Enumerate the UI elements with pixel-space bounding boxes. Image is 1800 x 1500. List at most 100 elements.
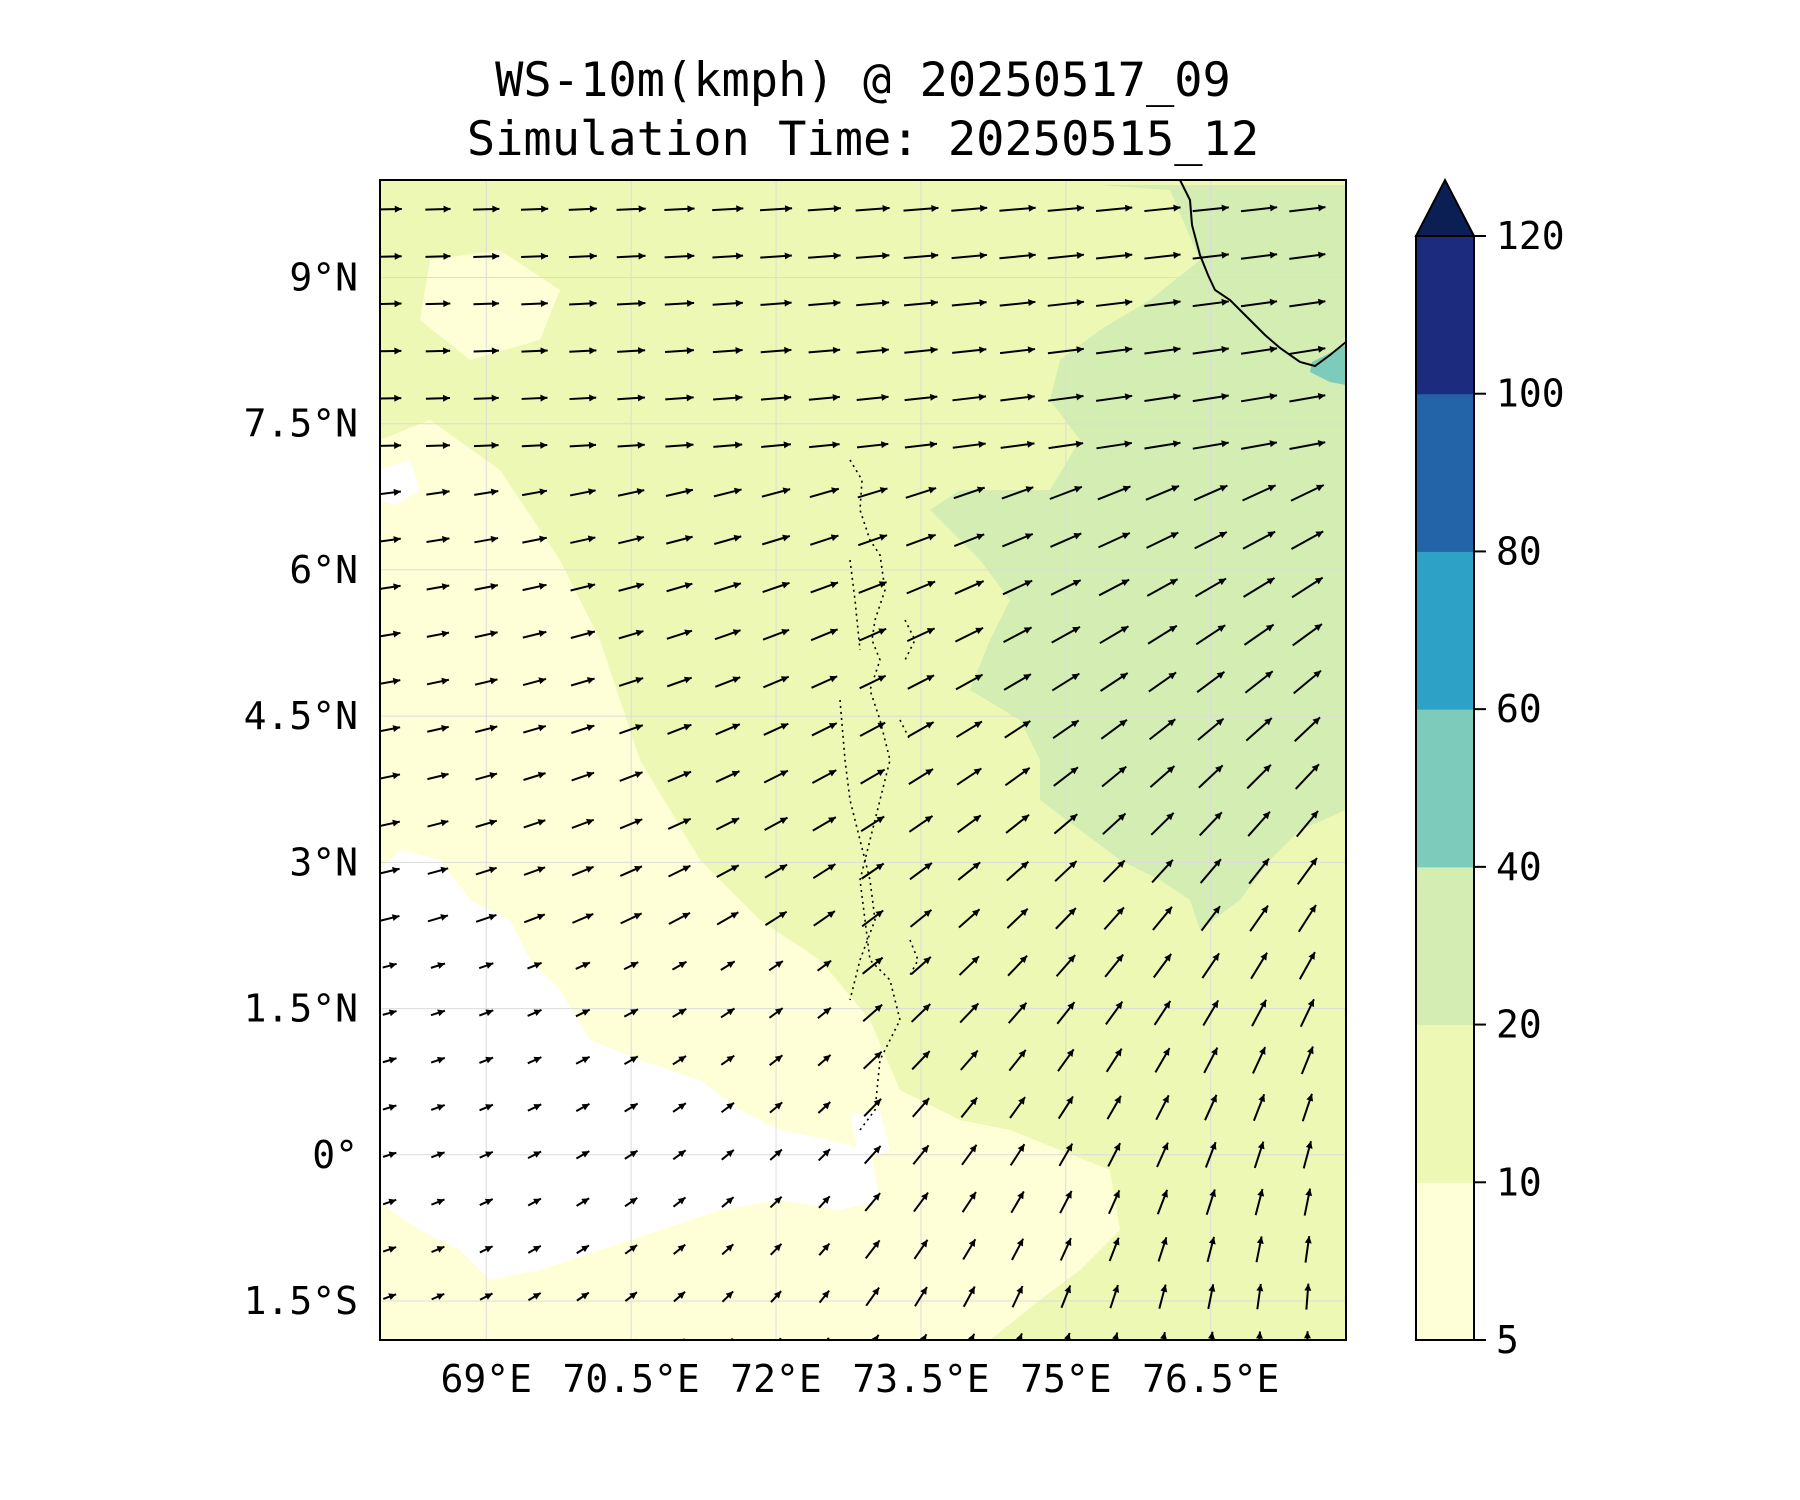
wind-arrow (426, 724, 449, 733)
wind-arrow (952, 440, 986, 449)
wind-arrow (479, 1103, 494, 1112)
wind-arrow (521, 488, 548, 497)
wind-arrow (953, 533, 985, 547)
wind-arrow (817, 1006, 832, 1019)
wind-arrow (1095, 393, 1133, 402)
wind-arrow (1064, 1332, 1071, 1340)
wind-arrow (1050, 532, 1082, 548)
wind-arrow (713, 487, 742, 498)
wind-arrow (617, 441, 645, 449)
wind-arrow (473, 205, 500, 213)
wind-arrow (668, 911, 691, 925)
wind-arrow (425, 205, 451, 213)
wind-arrow (858, 627, 887, 642)
wind-arrow (666, 535, 693, 545)
lat-tick-label: 7.5°N (244, 402, 358, 446)
wind-arrow (620, 912, 643, 925)
wind-arrow (380, 914, 400, 922)
wind-arrow (811, 769, 837, 784)
wind-arrow (667, 817, 692, 830)
wind-arrow (380, 725, 401, 733)
wind-arrow (426, 583, 450, 591)
colorbar-extend-arrow (1414, 177, 1476, 237)
wind-arrow (673, 1291, 686, 1303)
wind-arrow (857, 487, 888, 499)
wind-arrow (1304, 1235, 1312, 1263)
wind-arrow (624, 1149, 639, 1160)
wind-arrow (907, 721, 935, 738)
colorbar-label: 60 (1496, 687, 1542, 731)
wind-arrow (1208, 1331, 1215, 1340)
wind-arrow (911, 1050, 931, 1071)
wind-arrow (857, 534, 888, 547)
wind-arrow (1156, 1142, 1169, 1168)
wind-arrow (999, 346, 1036, 355)
wind-arrow (715, 723, 741, 736)
wind-arrow (1144, 298, 1181, 308)
wind-arrow (619, 818, 643, 830)
wind-arrow (721, 1243, 735, 1256)
wind-arrow (1100, 718, 1128, 740)
wind-arrow (1009, 1143, 1026, 1166)
wind-arrow (861, 909, 884, 928)
wind-arrow (1098, 578, 1130, 597)
wind-arrow (855, 252, 890, 260)
wind-arrow (1051, 625, 1081, 644)
wind-arrow (431, 1292, 445, 1301)
wind-arrow (957, 861, 981, 881)
wind-arrow (811, 722, 838, 737)
wind-arrow (1240, 298, 1278, 308)
wind-arrow (1246, 764, 1272, 790)
wind-arrow (864, 1239, 881, 1259)
wind-arrow (768, 1007, 784, 1019)
wind-arrow (1192, 440, 1229, 450)
wind-arrow (1004, 720, 1031, 739)
wind-arrow (1192, 251, 1229, 260)
wind-arrow (818, 1242, 831, 1256)
wind-arrow (913, 1191, 929, 1213)
wind-arrow (664, 252, 695, 260)
wind-arrow (1051, 672, 1080, 692)
wind-arrow (1192, 346, 1229, 355)
wind-arrow (521, 394, 548, 402)
wind-arrow (430, 962, 446, 969)
wind-arrow (575, 1103, 590, 1112)
wind-arrow (478, 1009, 494, 1017)
wind-arrow (1150, 812, 1175, 836)
wind-arrow (769, 1054, 784, 1067)
wind-arrow (812, 816, 837, 832)
wind-arrow (714, 676, 741, 688)
wind-arrow (382, 1056, 397, 1064)
wind-arrow (571, 771, 595, 782)
wind-arrow (761, 441, 791, 449)
wind-arrow (672, 1055, 687, 1066)
wind-arrow (810, 628, 839, 642)
wind-arrow (1003, 626, 1033, 644)
colorbar-label: 40 (1496, 845, 1542, 889)
wind-arrow (1243, 623, 1275, 646)
wind-arrow (863, 1098, 882, 1117)
wind-arrow (1145, 485, 1180, 501)
wind-arrow (380, 536, 401, 544)
wind-arrow (809, 487, 840, 499)
wind-arrow (616, 299, 646, 307)
wind-arrow (818, 1195, 831, 1209)
wind-arrow (618, 676, 644, 687)
wind-arrow (1204, 1141, 1217, 1168)
wind-arrow (618, 629, 644, 640)
wind-arrow (967, 1333, 976, 1340)
wind-arrow (538, 1339, 541, 1340)
colorbar-label: 80 (1496, 529, 1542, 573)
wind-arrow (958, 908, 981, 929)
wind-arrow (380, 394, 402, 402)
wind-arrow (1255, 1236, 1264, 1263)
wind-arrow (576, 1291, 590, 1302)
wind-arrow (762, 581, 790, 593)
wind-arrow (380, 819, 401, 828)
wind-arrow (1251, 999, 1267, 1027)
wind-arrow (527, 1103, 542, 1112)
wind-arrow (617, 394, 646, 402)
wind-arrow (952, 393, 987, 402)
lat-tick-label: 1.5°S (244, 1279, 358, 1323)
wind-arrow (769, 1243, 783, 1256)
